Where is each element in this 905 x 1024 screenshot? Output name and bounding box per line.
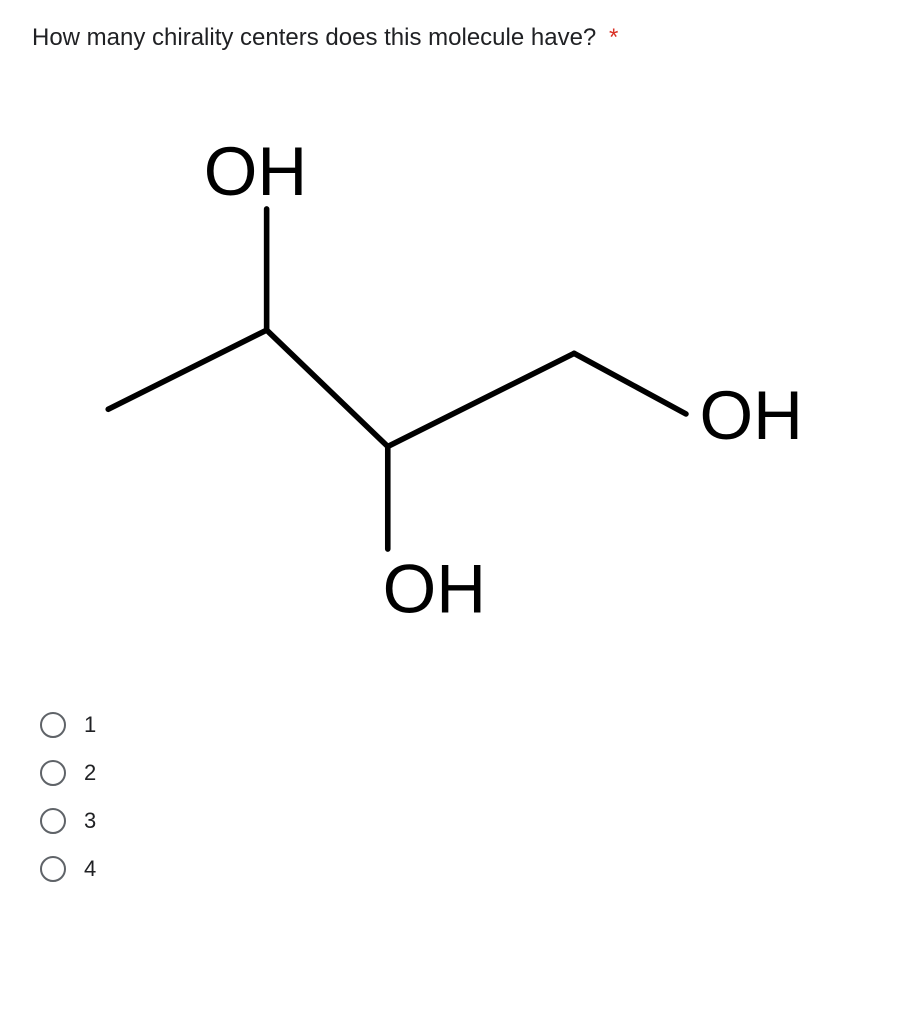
question-prompt: How many chirality centers does this mol… [32,24,873,52]
radio-icon [40,856,66,882]
option-label: 2 [84,760,96,786]
question-text: How many chirality centers does this mol… [32,24,596,51]
required-asterisk: * [609,24,618,51]
svg-text:OH: OH [699,377,802,454]
option-label: 4 [84,856,96,882]
molecule-svg: OH OH OH [43,92,863,652]
option-2[interactable]: 2 [40,760,873,786]
molecule-diagram: OH OH OH [32,92,873,652]
option-1[interactable]: 1 [40,712,873,738]
option-label: 3 [84,808,96,834]
option-4[interactable]: 4 [40,856,873,882]
svg-text:OH: OH [203,133,306,210]
option-label: 1 [84,712,96,738]
molecule-bonds [108,209,686,549]
molecule-labels: OH OH OH [203,133,802,627]
radio-icon [40,808,66,834]
radio-icon [40,712,66,738]
option-3[interactable]: 3 [40,808,873,834]
radio-icon [40,760,66,786]
answer-options: 1 2 3 4 [32,712,873,882]
svg-text:OH: OH [382,550,485,627]
